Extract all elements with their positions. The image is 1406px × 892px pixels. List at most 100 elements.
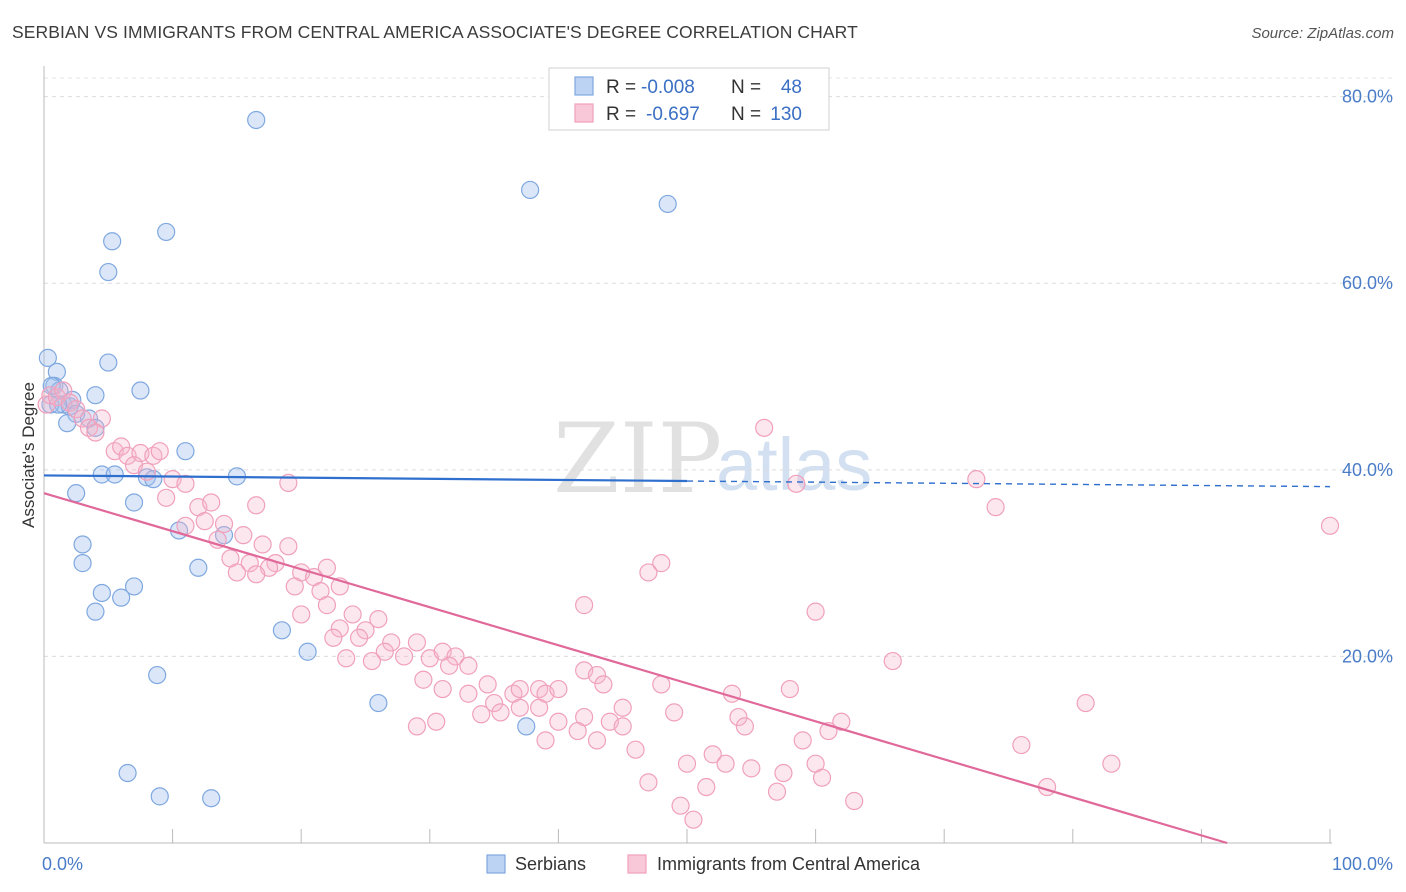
source-credit: Source: ZipAtlas.com — [1251, 25, 1394, 42]
serbians-point-20 — [67, 484, 86, 503]
serbians-point-12 — [99, 353, 118, 372]
immigrants-point-9 — [86, 423, 105, 442]
immigrants-point-27 — [176, 516, 195, 535]
immigrants-point-97 — [729, 707, 748, 727]
immigrants-point-116 — [1102, 754, 1121, 773]
watermark-zip: ZIP — [553, 403, 722, 515]
immigrants-point-68 — [510, 679, 529, 699]
immigrants-point-63 — [414, 670, 433, 689]
serbians-point-10 — [86, 418, 105, 437]
immigrants-point-118 — [575, 596, 594, 615]
immigrants-point-31 — [279, 537, 298, 556]
immigrants-point-125 — [986, 498, 1005, 517]
legend-swatch-serbians — [574, 76, 594, 96]
serbians-point-32 — [298, 642, 317, 661]
serbians-point-47 — [42, 376, 61, 395]
serbians-point-24 — [73, 535, 92, 554]
immigrants-point-84 — [536, 731, 555, 750]
series-legend: Serbians Immigrants from Central America — [486, 854, 921, 874]
legend-r-label-serbians: R = — [606, 77, 636, 98]
legend-n-label-serbians: N = — [731, 77, 761, 98]
immigrants-point-52 — [382, 633, 401, 652]
immigrants-point-30 — [253, 535, 272, 554]
immigrants-point-71 — [549, 679, 568, 699]
x-tick-label-0: 0.0% — [42, 854, 83, 874]
serbians-point-21 — [124, 493, 144, 512]
immigrants-point-17 — [137, 462, 156, 481]
serbians-point-29 — [112, 588, 131, 607]
y-tick-label-0: 20.0% — [1342, 646, 1393, 666]
series-legend-label-immigrants: Immigrants from Central America — [657, 854, 921, 874]
immigrants-point-104 — [793, 731, 812, 750]
immigrants-point-122 — [806, 602, 825, 621]
immigrants-point-81 — [587, 731, 607, 750]
immigrants-point-94 — [703, 745, 722, 764]
immigrants-point-21 — [157, 488, 176, 507]
legend-r-label-immigrants: R = — [606, 104, 636, 125]
tick-labels: 20.0% 40.0% 60.0% 80.0% 0.0% 100.0% — [42, 87, 1393, 874]
y-axis-title: Associate's Degree — [19, 382, 38, 528]
immigrants-point-76 — [491, 703, 510, 722]
immigrants-point-62 — [439, 656, 459, 675]
serbians-trend-line — [43, 474, 688, 483]
immigrants-point-80 — [568, 721, 587, 741]
immigrants-point-25 — [195, 512, 214, 531]
series-legend-swatch-immigrants — [627, 854, 647, 874]
immigrants-point-89 — [587, 665, 607, 685]
serbians-point-25 — [73, 554, 92, 573]
serbians-point-44 — [99, 262, 118, 282]
immigrants-point-46 — [343, 605, 362, 624]
immigrants-point-98 — [735, 717, 754, 736]
immigrants-point-101 — [774, 763, 793, 783]
serbians-point-38 — [202, 789, 221, 808]
immigrants-point-85 — [613, 717, 632, 736]
immigrants-point-120 — [652, 554, 671, 573]
legend-box — [548, 67, 830, 131]
immigrants-point-75 — [472, 705, 491, 724]
x-tick-label-1: 100.0% — [1332, 854, 1393, 874]
immigrants-point-108 — [780, 679, 799, 699]
immigrants-point-54 — [375, 642, 394, 661]
immigrants-point-23 — [202, 493, 221, 512]
immigrants-point-19 — [176, 474, 195, 493]
series-legend-swatch-serbians — [486, 854, 506, 874]
immigrants-trend-line — [43, 492, 1228, 845]
trend-lines — [43, 474, 1331, 845]
immigrants-point-5 — [67, 400, 86, 419]
watermark-atlas: atlas — [716, 423, 872, 506]
chart-title: SERBIAN VS IMMIGRANTS FROM CENTRAL AMERI… — [12, 22, 858, 42]
legend-n-value-immigrants: 130 — [770, 104, 802, 125]
immigrants-point-72 — [485, 693, 504, 713]
serbians-point-35 — [517, 717, 536, 736]
immigrants-point-115 — [1012, 735, 1031, 755]
immigrants-point-86 — [626, 740, 645, 759]
y-tick-label-2: 60.0% — [1342, 273, 1393, 293]
serbians-point-31 — [272, 621, 292, 640]
serbians-point-0 — [38, 348, 57, 367]
serbians-point-34 — [369, 693, 388, 713]
serbians-point-11 — [86, 386, 105, 405]
immigrants-point-60 — [446, 647, 465, 666]
legend-n-label-immigrants: N = — [731, 104, 761, 125]
immigrants-point-111 — [684, 810, 703, 829]
serbians-point-28 — [124, 577, 144, 596]
serbians-point-15 — [105, 465, 124, 484]
immigrants-point-77 — [549, 712, 568, 731]
legend-n-value-serbians: 48 — [781, 77, 802, 98]
immigrants-point-4 — [60, 393, 79, 412]
legend-r-value-immigrants: -0.697 — [646, 104, 700, 125]
immigrants-point-11 — [112, 437, 131, 456]
immigrants-point-37 — [247, 565, 266, 584]
serbians-point-40 — [521, 180, 540, 200]
immigrants-point-74 — [530, 698, 549, 717]
serbians-trend-extension — [686, 480, 1331, 488]
immigrants-point-61 — [459, 656, 478, 675]
serbians-points — [38, 110, 677, 808]
axes — [43, 66, 1332, 844]
immigrants-point-45 — [292, 605, 311, 624]
serbians-point-1 — [47, 362, 66, 381]
immigrants-point-47 — [369, 609, 388, 629]
immigrants-point-15 — [150, 442, 169, 461]
immigrants-point-29 — [234, 526, 253, 545]
serbians-point-14 — [92, 465, 111, 484]
